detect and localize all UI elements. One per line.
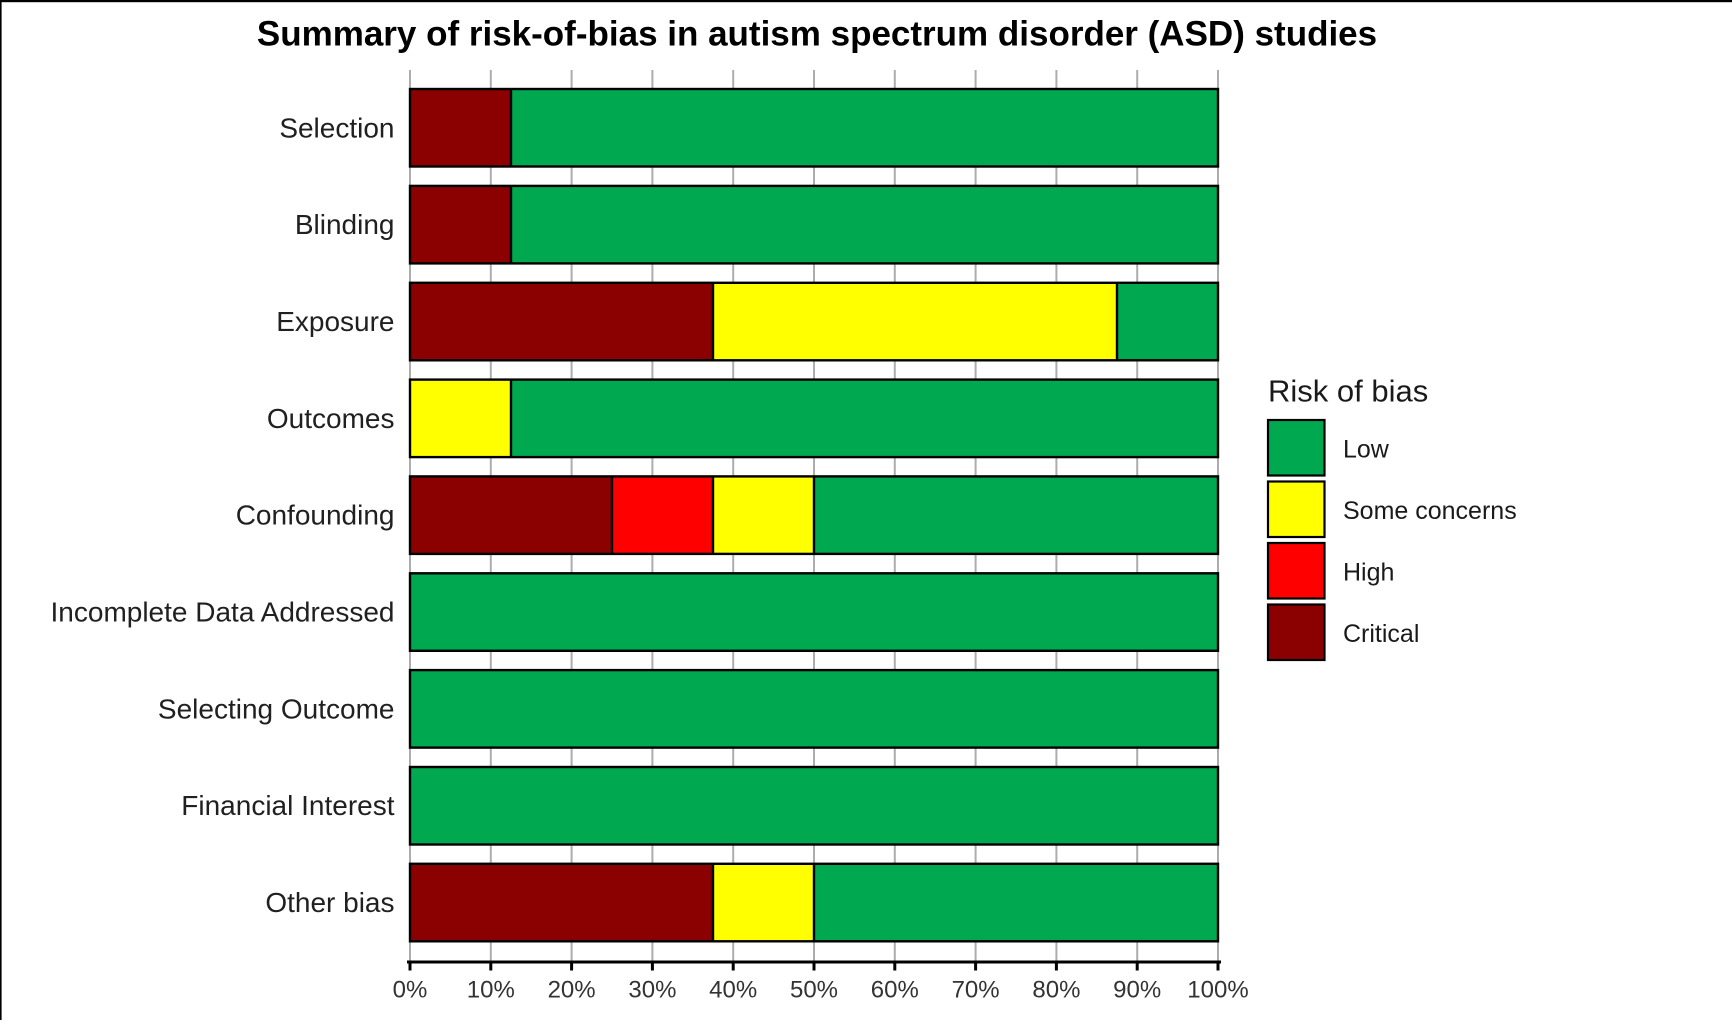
svg-text:Risk of bias: Risk of bias	[1268, 374, 1428, 409]
svg-text:20%: 20%	[548, 977, 596, 1004]
svg-text:Incomplete Data Addressed: Incomplete Data Addressed	[51, 597, 395, 628]
svg-text:Outcomes: Outcomes	[267, 403, 395, 434]
svg-text:Financial Interest: Financial Interest	[181, 790, 394, 821]
svg-text:100%: 100%	[1187, 977, 1248, 1004]
svg-text:30%: 30%	[628, 977, 676, 1004]
svg-text:Low: Low	[1343, 435, 1390, 463]
svg-text:50%: 50%	[790, 977, 838, 1004]
svg-text:Some concerns: Some concerns	[1343, 497, 1517, 525]
svg-text:High: High	[1343, 558, 1394, 586]
svg-text:Other bias: Other bias	[265, 887, 394, 918]
svg-text:Confounding: Confounding	[236, 500, 395, 531]
svg-text:Blinding: Blinding	[295, 209, 395, 240]
svg-text:Critical: Critical	[1343, 620, 1419, 648]
svg-text:Exposure: Exposure	[276, 306, 394, 337]
svg-text:60%: 60%	[871, 977, 919, 1004]
svg-text:Selection: Selection	[279, 112, 394, 143]
svg-text:80%: 80%	[1032, 977, 1080, 1004]
svg-text:40%: 40%	[709, 977, 757, 1004]
svg-text:Summary of risk-of-bias in aut: Summary of risk-of-bias in autism spectr…	[257, 15, 1377, 54]
svg-text:Selecting Outcome: Selecting Outcome	[158, 693, 395, 724]
svg-text:70%: 70%	[952, 977, 1000, 1004]
svg-text:0%: 0%	[393, 977, 428, 1004]
svg-text:90%: 90%	[1113, 977, 1161, 1004]
svg-text:10%: 10%	[467, 977, 515, 1004]
